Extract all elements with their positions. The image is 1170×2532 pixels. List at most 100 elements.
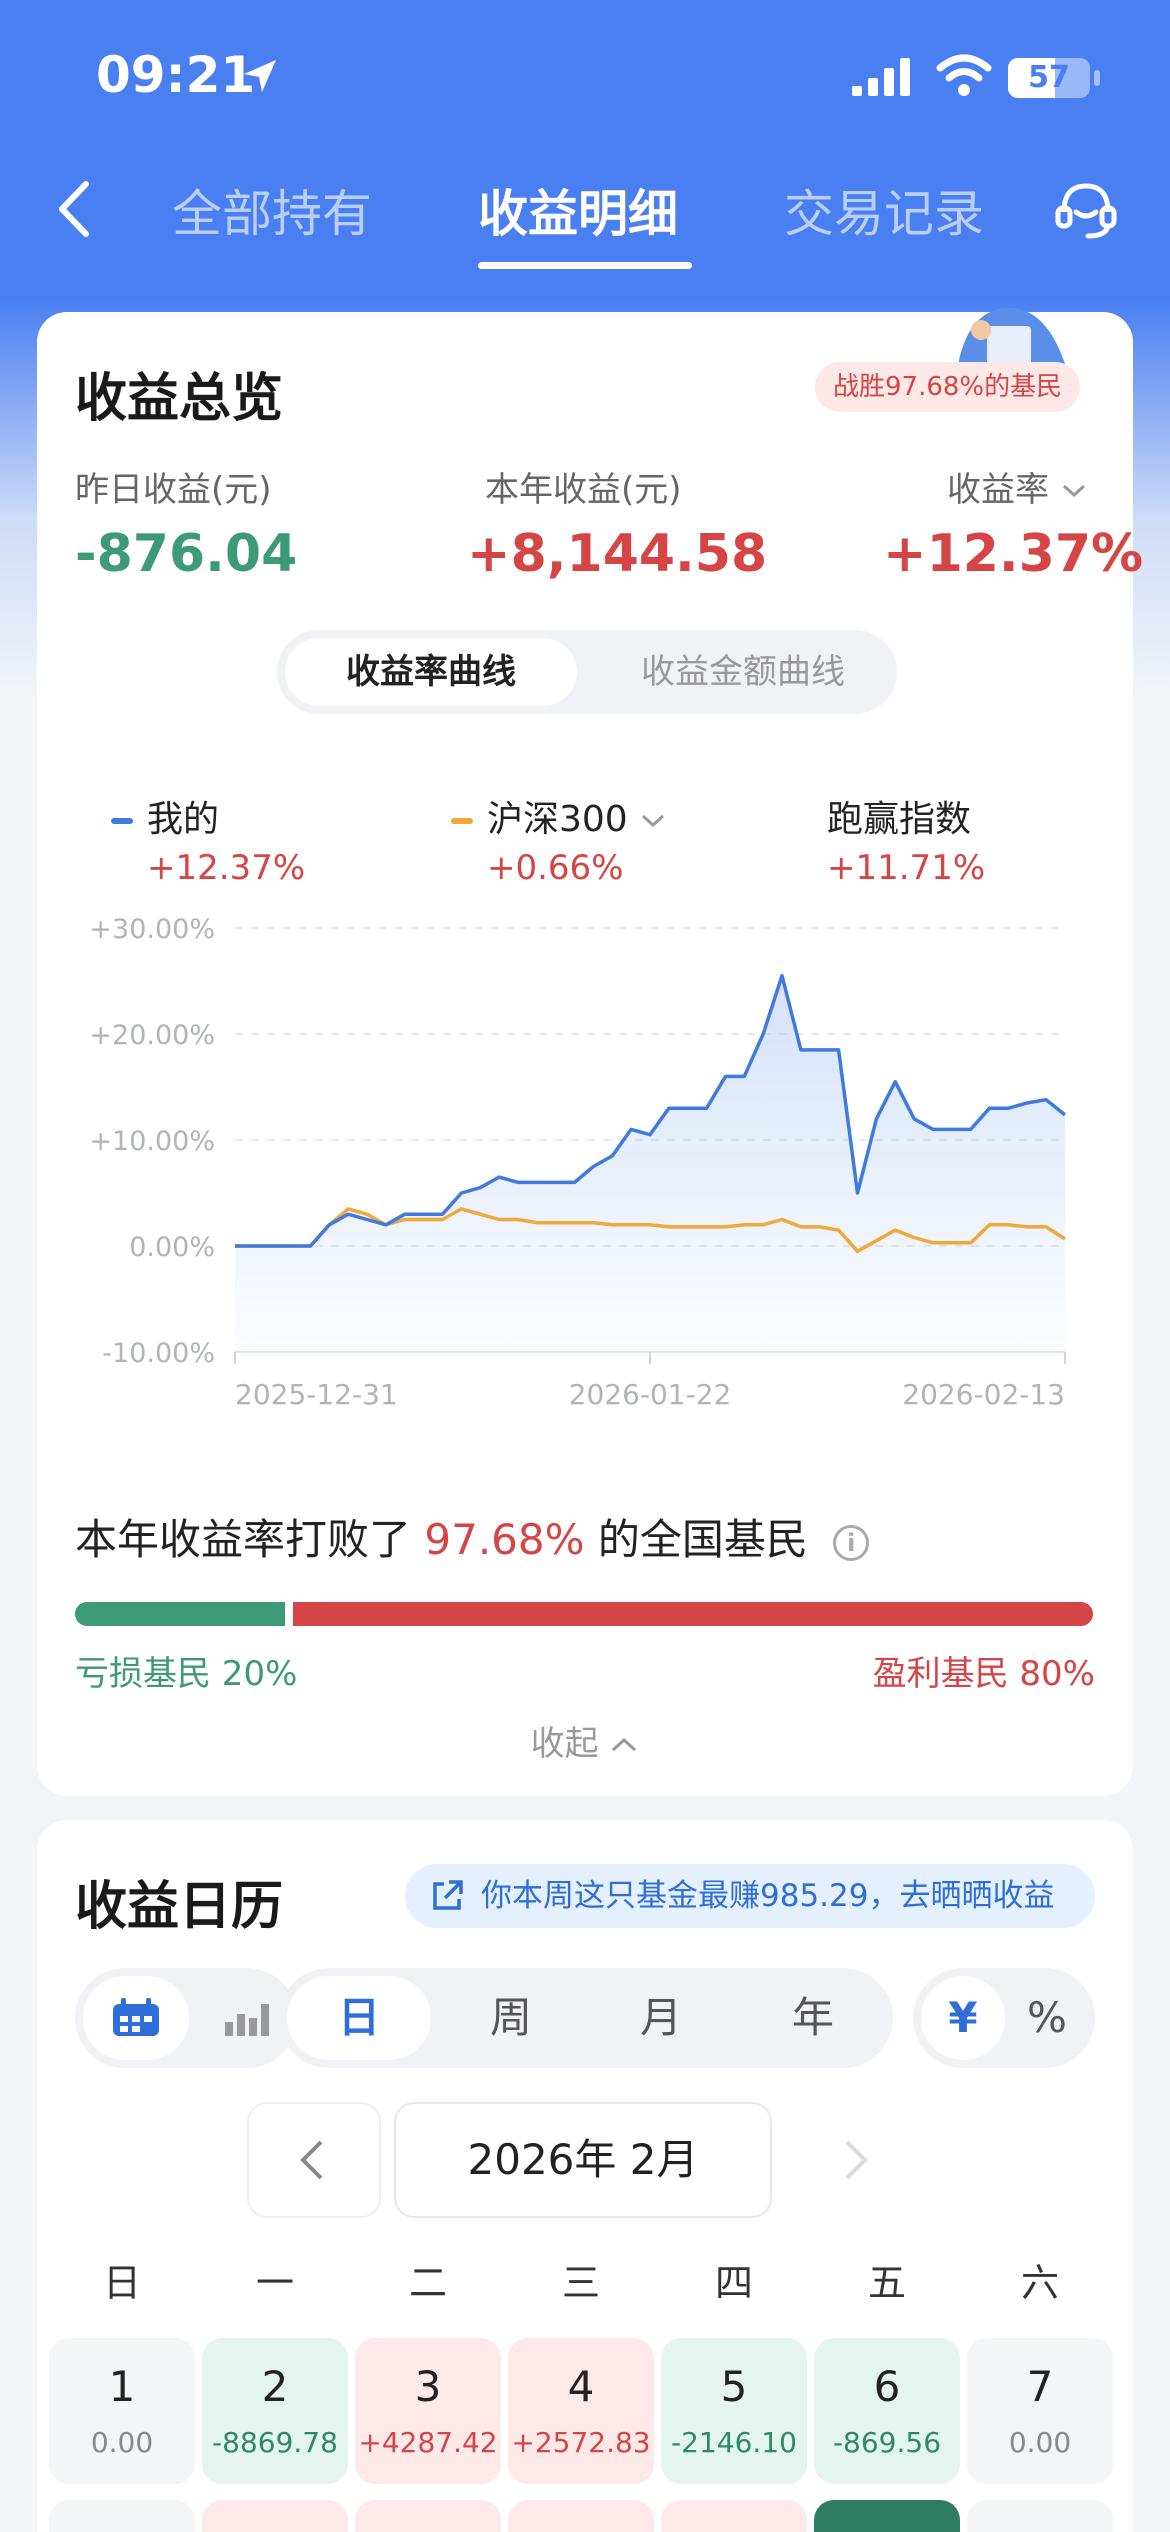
calendar-day[interactable]: 1 0.00: [49, 2338, 195, 2484]
calendar-day[interactable]: 6 -869.56: [814, 2338, 960, 2484]
status-bar: 09:21 57: [0, 0, 1170, 150]
profit-bar: [293, 1602, 1093, 1626]
day-number: 4: [567, 2362, 595, 2411]
top-nav: 全部持有 收益明细 交易记录: [0, 150, 1170, 300]
overview-card: 收益总览 战胜97.68%的基民 昨日收益(元) -876.04 本年收益(元)…: [37, 307, 1143, 1796]
chevron-down-icon: [642, 814, 665, 828]
tab-amount-curve[interactable]: 收益金额曲线: [641, 652, 845, 692]
active-tab-indicator: [478, 262, 692, 269]
day-number: 6: [873, 2362, 901, 2411]
location-arrow-icon: [244, 60, 276, 92]
share-earnings-banner[interactable]: 你本周这只基金最赚985.29，去晒晒收益: [405, 1864, 1095, 1928]
series-line-hs300: [235, 1207, 1066, 1254]
y-tick-label: 0.00%: [129, 1232, 215, 1263]
next-month-button[interactable]: [785, 2102, 919, 2218]
loss-bar: [75, 1602, 285, 1626]
chevron-up-icon: [612, 1737, 637, 1752]
unit-switch: ¥ %: [913, 1968, 1095, 2068]
period-week[interactable]: 周: [489, 1993, 532, 2042]
chart-type-switch: 收益率曲线 收益金额曲线: [277, 630, 897, 714]
weekday-sat: 六: [1020, 2261, 1059, 2305]
share-icon: [433, 1880, 463, 1910]
period-day[interactable]: 日: [337, 1993, 380, 2042]
day-number: 2: [261, 2362, 289, 2411]
period-switch: 日 周 月 年: [279, 1968, 893, 2068]
legend-hs300[interactable]: 沪深300: [451, 790, 667, 842]
y-tick-label: -10.00%: [102, 1338, 215, 1369]
weekday-mon: 一: [255, 2261, 294, 2305]
calendar-day[interactable]: 5 -2146.10: [661, 2338, 807, 2484]
yesterday-label: 昨日收益(元): [75, 470, 272, 510]
overview-title: 收益总览: [75, 369, 284, 429]
return-rate-value: +12.37%: [883, 524, 1144, 584]
calendar-day[interactable]: 7 0.00: [967, 2338, 1113, 2484]
tab-rate-curve[interactable]: 收益率曲线: [285, 638, 577, 706]
day-earnings: +4287.42: [358, 2426, 498, 2459]
legend-mine: 我的: [111, 790, 219, 842]
weekday-fri: 五: [867, 2261, 906, 2305]
weekday-tue: 二: [408, 2261, 447, 2305]
status-time: 09:21: [96, 46, 256, 104]
calendar-day[interactable]: 2 -8869.78: [202, 2338, 348, 2484]
collapse-button[interactable]: 收起: [37, 1716, 1133, 1765]
y-tick-label: +10.00%: [89, 1126, 215, 1157]
day-earnings: +2572.83: [511, 2426, 651, 2459]
cellular-signal-icon: [852, 58, 910, 96]
return-chart: +30.00% +20.00% +10.00% 0.00% -10.00% 2025-1…: [89, 914, 1067, 1411]
day-earnings: -2146.10: [671, 2426, 797, 2459]
period-year[interactable]: 年: [791, 1993, 834, 2042]
day-number: 1: [108, 2362, 136, 2411]
day-earnings: 0.00: [1008, 2426, 1072, 2459]
day-earnings: -8869.78: [212, 2426, 338, 2459]
unit-yuan[interactable]: ¥: [948, 1993, 978, 2042]
year-earnings-value: +8,144.58: [467, 524, 768, 584]
tab-earnings-detail[interactable]: 收益明细: [478, 185, 678, 243]
x-tick-label: 2026-02-13: [902, 1378, 1065, 1411]
bar-chart-icon[interactable]: [223, 2000, 273, 2036]
year-earnings-label: 本年收益(元): [485, 470, 682, 510]
view-mode-switch: [75, 1968, 297, 2068]
tab-all-holdings[interactable]: 全部持有: [172, 185, 372, 243]
back-icon[interactable]: [42, 174, 112, 244]
weekday-wed: 三: [561, 2261, 600, 2305]
calendar-card: 收益日历 你本周这只基金最赚985.29，去晒晒收益 日 周 月 年 ¥ %: [37, 1820, 1133, 2532]
legend-mine-value: +12.37%: [147, 848, 306, 888]
calendar-title: 收益日历: [75, 1877, 284, 1937]
chevron-down-icon: [1062, 484, 1085, 498]
beat-badge: 战胜97.68%的基民: [815, 362, 1081, 412]
battery-level: 57: [1028, 60, 1070, 95]
battery-icon: 57: [1008, 58, 1090, 98]
beat-percent: 97.68%: [424, 1515, 585, 1564]
legend-outperform: 跑赢指数: [827, 799, 972, 840]
yesterday-value: -876.04: [75, 524, 298, 584]
prev-month-button[interactable]: [247, 2102, 381, 2218]
beat-summary: 本年收益率打败了 97.68% 的全国基民 i: [75, 1506, 870, 1567]
x-tick-label: 2026-01-22: [569, 1378, 732, 1411]
day-number: 3: [414, 2362, 442, 2411]
calendar-day[interactable]: 4 +2572.83: [508, 2338, 654, 2484]
return-rate-label[interactable]: 收益率: [947, 462, 1088, 511]
tab-transactions[interactable]: 交易记录: [784, 185, 984, 243]
day-earnings: 0.00: [90, 2426, 154, 2459]
chevron-right-icon: [845, 2140, 868, 2180]
series-line-mine: [235, 973, 1067, 1248]
info-icon[interactable]: i: [833, 1524, 870, 1561]
loss-label: 亏损基民 20%: [75, 1654, 298, 1694]
legend-hs300-value: +0.66%: [487, 848, 624, 888]
weekday-thu: 四: [714, 2261, 753, 2305]
chevron-left-icon: [300, 2140, 323, 2180]
calendar-icon[interactable]: [111, 1998, 161, 2038]
weekday-sun: 日: [102, 2261, 141, 2305]
calendar-day[interactable]: 3 +4287.42: [355, 2338, 501, 2484]
legend-outperform-value: +11.71%: [827, 848, 986, 888]
profit-label: 盈利基民 80%: [872, 1654, 1095, 1694]
mascot-illustration-icon: [957, 307, 1067, 370]
month-label: 2026年 2月: [394, 2102, 772, 2218]
day-number: 7: [1026, 2362, 1054, 2411]
day-number: 5: [720, 2362, 748, 2411]
customer-service-icon[interactable]: [1052, 176, 1120, 244]
day-earnings: -869.56: [832, 2426, 942, 2459]
y-tick-label: +20.00%: [89, 1020, 215, 1051]
unit-percent[interactable]: %: [1027, 1993, 1067, 2042]
period-month[interactable]: 月: [639, 1993, 682, 2042]
